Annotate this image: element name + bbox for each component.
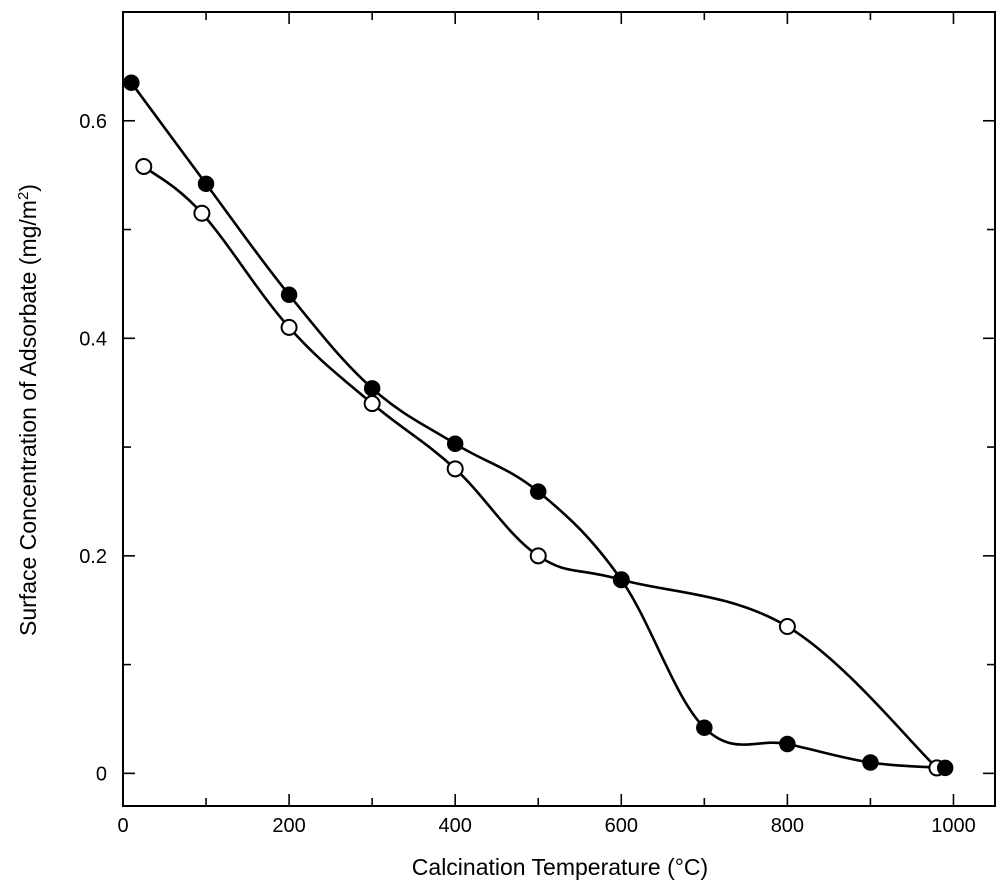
x-axis-label: Calcination Temperature (°C) <box>412 854 708 880</box>
data-point-filled-circle <box>280 286 298 304</box>
data-point-filled-circle <box>936 759 954 777</box>
data-point-filled-circle <box>123 74 140 91</box>
y-axis-label-superscript: 2 <box>15 192 32 200</box>
axes <box>122 11 996 807</box>
y-tick-label: 0.6 <box>79 111 107 133</box>
data-point-open-circle <box>280 318 298 336</box>
x-tick-label: 1000 <box>931 815 976 837</box>
y-axis-label-main: Surface Concentration of Adsorbate (mg/m <box>15 200 41 636</box>
y-axis-label-end: ) <box>15 184 41 192</box>
data-point-open-circle <box>446 460 464 478</box>
x-tick-label: 600 <box>605 815 638 837</box>
data-point-open-circle <box>529 547 547 565</box>
x-tick-label: 0 <box>117 815 128 837</box>
y-tick-label: 0 <box>96 763 107 785</box>
data-point-filled-circle <box>779 735 796 753</box>
data-points <box>123 74 954 777</box>
data-point-filled-circle <box>197 175 215 193</box>
data-point-open-circle <box>778 618 796 636</box>
y-tick-label: 0.2 <box>79 546 107 568</box>
data-point-open-circle <box>363 395 381 413</box>
x-tick-label: 200 <box>272 815 305 837</box>
data-point-filled-circle <box>613 571 630 589</box>
data-point-open-circle <box>135 157 153 175</box>
data-point-filled-circle <box>696 719 713 736</box>
series-line-filled-circle <box>130 81 946 770</box>
plot-frame <box>122 11 996 807</box>
x-tick-label: 400 <box>439 815 472 837</box>
x-tick-label: 800 <box>771 815 804 837</box>
ticks <box>122 12 995 806</box>
data-point-filled-circle <box>446 435 464 453</box>
series-line-open-circle <box>142 165 938 769</box>
data-point-filled-circle <box>363 380 381 397</box>
data-point-filled-circle <box>529 483 547 500</box>
data-point-filled-circle <box>862 754 879 771</box>
series-lines <box>130 81 946 770</box>
y-tick-label: 0.4 <box>79 328 107 350</box>
y-axis-label: Surface Concentration of Adsorbate (mg/m… <box>15 184 41 636</box>
data-point-open-circle <box>193 204 211 222</box>
tick-labels: 0 200 400 600 800 1000 0 0.2 0.4 0.6 <box>79 111 976 837</box>
